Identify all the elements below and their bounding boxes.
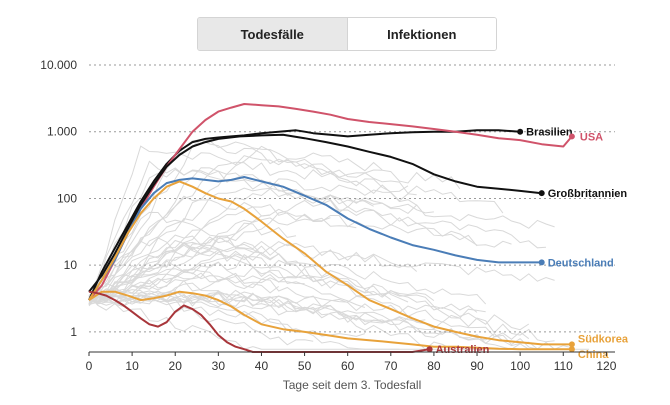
series-line	[88, 129, 521, 301]
x-tick-label: 110	[554, 359, 573, 373]
y-tick-label: 10.000	[40, 58, 77, 72]
series-line	[88, 133, 542, 293]
background-line	[88, 252, 262, 307]
series-end-marker	[538, 190, 545, 197]
x-tick-label: 120	[596, 359, 616, 373]
tab-deaths[interactable]: Todesfälle	[198, 18, 348, 50]
background-line	[88, 214, 271, 305]
series-label: Südkorea	[578, 333, 629, 345]
x-tick-label: 0	[86, 359, 93, 373]
background-line	[88, 273, 478, 313]
background-line	[88, 145, 461, 301]
background-line	[88, 211, 392, 304]
y-tick-label: 100	[57, 191, 77, 205]
x-tick-label: 30	[212, 359, 226, 373]
x-tick-label: 80	[427, 359, 441, 373]
series-line	[88, 290, 572, 351]
y-tick-label: 1.000	[47, 125, 77, 139]
series-line	[88, 103, 573, 301]
x-tick-label: 70	[384, 359, 398, 373]
background-line	[88, 145, 417, 297]
x-tick-label: 10	[125, 359, 139, 373]
series-label: Großbritannien	[548, 188, 628, 200]
background-line	[88, 268, 555, 343]
background-line	[88, 160, 374, 306]
y-tick-label: 10	[64, 258, 78, 272]
background-line	[88, 161, 409, 304]
x-tick-label: 20	[169, 359, 183, 373]
background-line	[88, 293, 590, 350]
series-end-marker	[426, 346, 433, 353]
series-label: USA	[580, 131, 603, 143]
metric-toggle: Todesfälle Infektionen	[197, 17, 497, 51]
background-line	[88, 294, 314, 346]
series-line	[88, 176, 542, 301]
background-line	[88, 241, 366, 308]
background-line	[88, 261, 435, 303]
background-line	[88, 294, 573, 350]
background-line	[88, 167, 478, 305]
background-line	[88, 294, 477, 350]
background-line	[88, 199, 547, 299]
series-end-marker	[568, 341, 575, 348]
x-tick-label: 60	[341, 359, 355, 373]
series-label: Brasilien	[526, 127, 573, 139]
background-line	[88, 187, 434, 298]
y-tick-label: 1	[70, 325, 77, 339]
x-axis-title: Tage seit dem 3. Todesfall	[283, 378, 422, 392]
series-end-marker	[538, 259, 545, 266]
x-tick-label: 100	[510, 359, 530, 373]
series-end-marker	[568, 133, 575, 140]
tab-infections[interactable]: Infektionen	[347, 18, 496, 50]
y-gridlines: 1 10 100 1.000 10.000	[40, 58, 615, 339]
x-tick-label: 90	[470, 359, 484, 373]
series-label: Deutschland	[548, 257, 614, 269]
background-line	[88, 168, 417, 300]
series-end-marker	[517, 128, 524, 135]
x-tick-label: 40	[255, 359, 269, 373]
background-line	[88, 290, 538, 350]
highlighted-series: Brasilien USA Großbritannien Deutschland Süd…	[88, 103, 629, 361]
series-end-marker	[568, 346, 575, 353]
background-line	[88, 237, 409, 303]
background-country-lines	[88, 139, 590, 350]
background-line	[88, 139, 383, 305]
series-line	[88, 180, 572, 346]
background-line	[88, 195, 512, 297]
background-line	[88, 234, 280, 299]
x-tick-label: 50	[298, 359, 312, 373]
background-line	[88, 206, 331, 299]
background-line	[88, 282, 426, 322]
x-axis: 0 10 20 30 40 50 60 70 80 90 100 110 120	[86, 351, 617, 373]
series-label: Australien	[436, 344, 490, 356]
